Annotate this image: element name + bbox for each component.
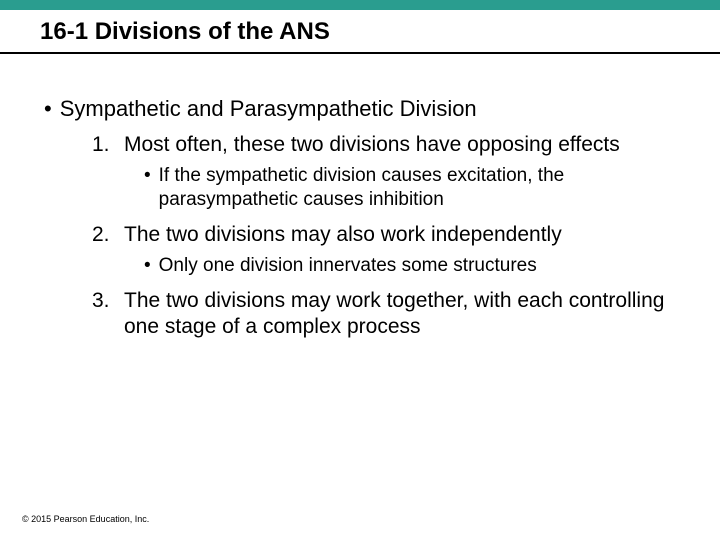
bullet-mark: •	[144, 254, 151, 278]
item-text: The two divisions may also work independ…	[124, 222, 562, 248]
sub-bullet: • If the sympathetic division causes exc…	[144, 164, 660, 212]
top-accent-bar	[0, 0, 720, 10]
item-number: 1.	[92, 132, 120, 158]
list-item: 2. The two divisions may also work indep…	[92, 222, 690, 248]
copyright-text: © 2015 Pearson Education, Inc.	[22, 514, 149, 524]
bullet-mark: •	[144, 164, 151, 212]
main-bullet-text: Sympathetic and Parasympathetic Division	[60, 96, 477, 122]
main-bullet: • Sympathetic and Parasympathetic Divisi…	[44, 96, 690, 122]
slide-title: 16-1 Divisions of the ANS	[0, 10, 720, 52]
item-number: 2.	[92, 222, 120, 248]
content-area: • Sympathetic and Parasympathetic Divisi…	[0, 96, 720, 340]
title-underline	[0, 52, 720, 54]
list-item: 3. The two divisions may work together, …	[92, 288, 690, 341]
sub-bullet-text: Only one division innervates some struct…	[159, 254, 537, 278]
sub-bullet: • Only one division innervates some stru…	[144, 254, 660, 278]
sub-bullet-text: If the sympathetic division causes excit…	[159, 164, 660, 212]
item-text: The two divisions may work together, wit…	[124, 288, 690, 341]
item-number: 3.	[92, 288, 120, 341]
bullet-mark: •	[44, 96, 52, 122]
list-item: 1. Most often, these two divisions have …	[92, 132, 690, 158]
item-text: Most often, these two divisions have opp…	[124, 132, 620, 158]
